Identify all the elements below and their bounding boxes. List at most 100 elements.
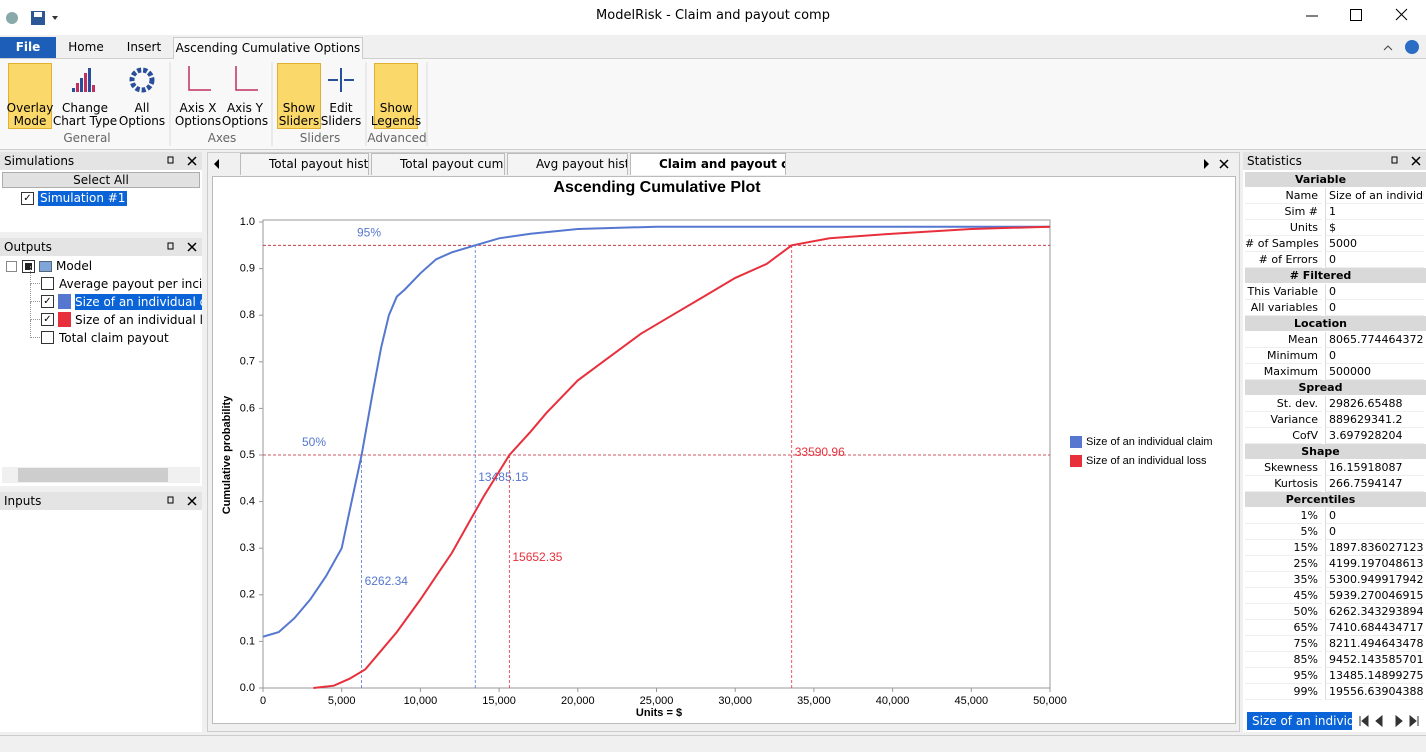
- tab-scroll-left[interactable]: [214, 159, 219, 169]
- stats-value: 1: [1325, 204, 1424, 220]
- y-tick-label: 0.7: [240, 356, 255, 368]
- stats-value: 0: [1325, 348, 1424, 364]
- sheet-nav-button[interactable]: [1410, 716, 1418, 726]
- stats-label: 75%: [1245, 636, 1322, 652]
- tree-connector: [30, 284, 40, 302]
- stats-label: 1%: [1245, 508, 1322, 524]
- checkbox[interactable]: ✓: [21, 192, 34, 205]
- stats-label: 35%: [1245, 572, 1322, 588]
- pin-icon[interactable]: [168, 497, 173, 503]
- percentile-label: 15652.35: [512, 550, 562, 564]
- stats-label: Name: [1245, 188, 1322, 204]
- ribbon-tab[interactable]: Home: [68, 37, 104, 58]
- help-button[interactable]: [1405, 40, 1419, 54]
- stats-label: Variance: [1245, 412, 1322, 428]
- select-all-button[interactable]: Select All: [2, 172, 200, 188]
- x-tick-label: 20,000: [561, 695, 595, 707]
- color-swatch: [58, 312, 71, 327]
- stats-value: 4199.19704861346: [1325, 556, 1424, 572]
- tab-close[interactable]: [1220, 160, 1228, 168]
- x-tick-label: 45,000: [954, 695, 988, 707]
- slider-label: 95%: [357, 225, 381, 239]
- ribbon-button-label[interactable]: Show: [356, 101, 436, 115]
- stats-label: 99%: [1245, 684, 1322, 700]
- stats-value: 889629341.2: [1325, 412, 1424, 428]
- x-axis-label: Units = $: [636, 707, 682, 719]
- panel-header-buttons: [166, 238, 202, 256]
- legend-swatch: [1070, 455, 1082, 467]
- document-tab[interactable]: Total payout histo: [240, 153, 369, 175]
- sheet-nav-button[interactable]: [1360, 716, 1368, 726]
- pin-icon[interactable]: [1392, 157, 1397, 163]
- percentile-label: 13485.15: [478, 470, 528, 484]
- color-swatch: [58, 294, 71, 309]
- close-icon[interactable]: [1412, 157, 1420, 165]
- document-tab[interactable]: Claim and payout comp: [630, 153, 786, 175]
- panel-header-buttons: [166, 492, 202, 510]
- stats-label: CofV: [1245, 428, 1322, 444]
- stats-label: Sim #: [1245, 204, 1322, 220]
- close-icon[interactable]: [188, 157, 196, 165]
- expand-toggle[interactable]: [6, 261, 17, 272]
- stats-value: 0: [1325, 284, 1424, 300]
- ribbon-group-label: Axes: [182, 131, 262, 145]
- status-bar: [0, 735, 1426, 752]
- slider-label: 50%: [302, 435, 326, 449]
- x-tick-label: 40,000: [876, 695, 910, 707]
- collapse-ribbon[interactable]: [1384, 46, 1392, 50]
- stats-section-heading: Percentiles: [1245, 492, 1426, 507]
- stats-label: # of Errors: [1245, 252, 1322, 268]
- simulation-item[interactable]: Simulation #1: [38, 191, 127, 206]
- ribbon-tab[interactable]: Ascending Cumulative Options: [173, 37, 363, 59]
- output-item[interactable]: Size of an individual loss: [75, 312, 202, 328]
- stats-label: Skewness: [1245, 460, 1322, 476]
- ribbon-tab[interactable]: Insert: [122, 37, 166, 58]
- y-tick-label: 0.0: [240, 682, 255, 694]
- sheet-nav-button[interactable]: [1376, 716, 1382, 726]
- stats-value: 0: [1325, 300, 1424, 316]
- y-tick-label: 0.3: [240, 542, 255, 554]
- sheet-nav-button[interactable]: [1396, 716, 1402, 726]
- scroll-thumb[interactable]: [18, 468, 168, 482]
- sheet-tab[interactable]: Size of an individual claim: [1247, 712, 1352, 730]
- ribbon-group-label: Advanced: [357, 131, 437, 145]
- document-tab[interactable]: Total payout cumul: [371, 153, 505, 175]
- output-item[interactable]: Average payout per incident: [59, 276, 202, 292]
- stats-value: 8211.49464347873: [1325, 636, 1424, 652]
- tree-connector: [30, 302, 40, 320]
- ribbon-controls: [1380, 38, 1426, 58]
- panel-header-buttons: [1390, 152, 1426, 170]
- stats-value: 0: [1325, 508, 1424, 524]
- stats-value: 29826.65488: [1325, 396, 1424, 412]
- stats-label: 65%: [1245, 620, 1322, 636]
- stats-value: 9452.14358570174: [1325, 652, 1424, 668]
- checkbox[interactable]: ✓: [41, 313, 54, 326]
- y-tick-label: 1.0: [240, 216, 255, 228]
- checkbox[interactable]: ✓: [41, 295, 54, 308]
- stats-value: 0: [1325, 252, 1424, 268]
- checkbox[interactable]: [41, 331, 54, 344]
- pin-icon[interactable]: [168, 243, 173, 249]
- stats-value: Size of an individual claim: [1325, 188, 1424, 204]
- stats-label: This Variable: [1245, 284, 1322, 300]
- ribbon-button-label[interactable]: Legends: [356, 114, 436, 128]
- pin-icon[interactable]: [168, 157, 173, 163]
- tab-scroll-right[interactable]: [1204, 159, 1209, 169]
- stats-label: St. dev.: [1245, 396, 1322, 412]
- output-item[interactable]: Size of an individual claim: [75, 294, 202, 310]
- tree-root[interactable]: Model: [56, 258, 92, 274]
- ribbon-tab[interactable]: File: [0, 37, 56, 58]
- output-item[interactable]: Total claim payout: [59, 330, 202, 346]
- plot-frame: [263, 220, 1050, 688]
- x-tick-label: 25,000: [640, 695, 674, 707]
- close-icon[interactable]: [188, 243, 196, 251]
- checkbox[interactable]: [41, 277, 54, 290]
- series-line: [313, 227, 1050, 688]
- stats-label: Maximum: [1245, 364, 1322, 380]
- stats-label: 45%: [1245, 588, 1322, 604]
- legend-label: Size of an individual loss: [1086, 455, 1207, 467]
- document-tab[interactable]: Avg payout histo: [507, 153, 628, 175]
- sheet-nav: [1354, 712, 1426, 730]
- close-icon[interactable]: [188, 497, 196, 505]
